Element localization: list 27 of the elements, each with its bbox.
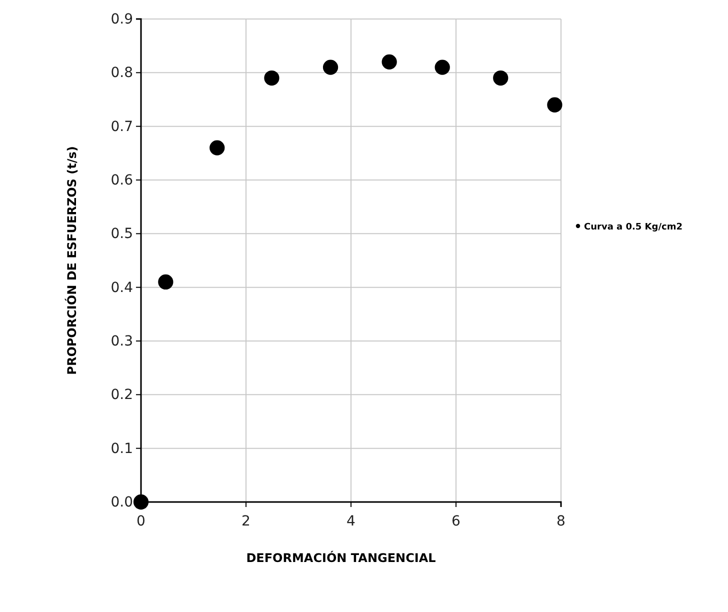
x-tick-label: 0 xyxy=(136,513,146,530)
x-tick-label: 4 xyxy=(346,513,356,530)
x-tick-label: 8 xyxy=(556,513,566,530)
x-tick-label: 2 xyxy=(242,513,250,530)
point xyxy=(434,60,450,75)
y-tick-label: 0.8 xyxy=(110,65,133,82)
point xyxy=(210,140,225,156)
x-tick-label: 6 xyxy=(452,513,461,530)
y-tick-label: 0.3 xyxy=(110,333,133,350)
y-tick-label: 0.4 xyxy=(110,280,134,296)
y-tick-label: 0.7 xyxy=(110,118,133,135)
point xyxy=(133,494,149,510)
y-tick-label: 0.5 xyxy=(110,226,133,242)
y-tick-label: 0.1 xyxy=(110,440,133,457)
y-tick-label: 0.2 xyxy=(110,387,133,404)
legend-label: Curva a 0.5 Kg/cm2 xyxy=(584,222,682,232)
y-tick-label: 0.0 xyxy=(110,494,133,510)
point xyxy=(493,70,508,86)
y-tick-label: 0.6 xyxy=(110,172,134,188)
point xyxy=(547,97,562,112)
point xyxy=(322,60,338,75)
y-axis-title: PROPORCIÓN DE ESFUERZOS (t/s) xyxy=(64,146,79,375)
point xyxy=(382,54,397,70)
x-axis-title: DEFORMACIÓN TANGENCIAL xyxy=(246,550,436,565)
point xyxy=(158,274,174,290)
point xyxy=(264,70,280,86)
y-tick-label: 0.9 xyxy=(110,11,133,28)
